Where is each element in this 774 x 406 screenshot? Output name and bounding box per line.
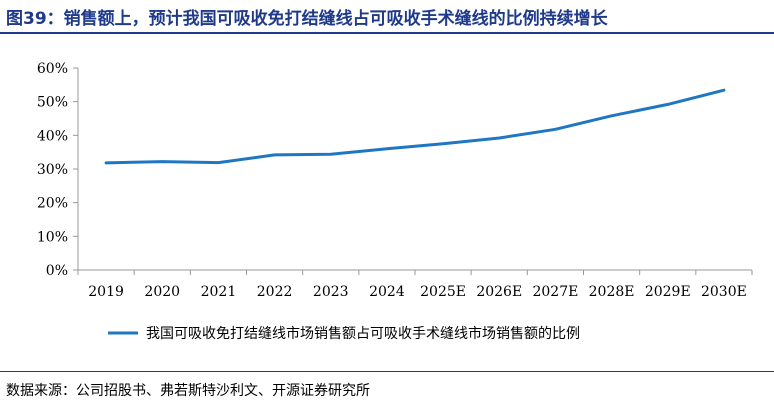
x-tick-label: 2021 xyxy=(201,284,237,300)
y-tick-label: 0% xyxy=(46,263,68,279)
x-tick-label: 2030E xyxy=(701,284,747,300)
x-tick-label: 2023 xyxy=(313,284,349,300)
figure-title-text: 销售额上，预计我国可吸收免打结缝线占可吸收手术缝线的比例持续增长 xyxy=(63,9,608,29)
title-divider xyxy=(0,32,774,34)
x-tick-label: 2025E xyxy=(420,284,466,300)
title-bar: 图39：销售额上，预计我国可吸收免打结缝线占可吸收手术缝线的比例持续增长 xyxy=(0,0,774,34)
figure-title: 图39：销售额上，预计我国可吸收免打结缝线占可吸收手术缝线的比例持续增长 xyxy=(6,4,608,29)
x-tick-label: 2026E xyxy=(476,284,522,300)
line-chart: 0% 10% 20% 30% 40% 50% 60% 2019 2020 2021 2022 2023… xyxy=(37,61,753,342)
bottom-divider xyxy=(0,371,774,372)
y-tick-label: 20% xyxy=(37,196,68,212)
x-tick-label: 2019 xyxy=(88,284,124,300)
x-tick-label: 2027E xyxy=(532,284,578,300)
x-tick-label: 2028E xyxy=(589,284,635,300)
legend-label: 我国可吸收免打结缝线市场销售额占可吸收手术缝线市场销售额的比例 xyxy=(146,325,580,342)
y-tick-label: 40% xyxy=(37,128,68,144)
x-tick-label: 2020 xyxy=(144,284,180,300)
x-tick-label: 2022 xyxy=(257,284,293,300)
source-note: 数据来源：公司招股书、弗若斯特沙利文、开源证券研究所 xyxy=(6,383,370,399)
x-tick-label: 2029E xyxy=(645,284,691,300)
figure-number: 图39： xyxy=(6,9,64,29)
y-tick-label: 10% xyxy=(37,229,68,245)
x-tick-label: 2024 xyxy=(369,284,405,300)
y-tick-label: 30% xyxy=(37,162,68,178)
series-line xyxy=(104,88,726,165)
chart-area: 0% 10% 20% 30% 40% 50% 60% 2019 2020 2021 2022 2023… xyxy=(0,40,774,368)
y-tick-label: 60% xyxy=(37,61,68,77)
y-tick-label: 50% xyxy=(37,95,68,111)
